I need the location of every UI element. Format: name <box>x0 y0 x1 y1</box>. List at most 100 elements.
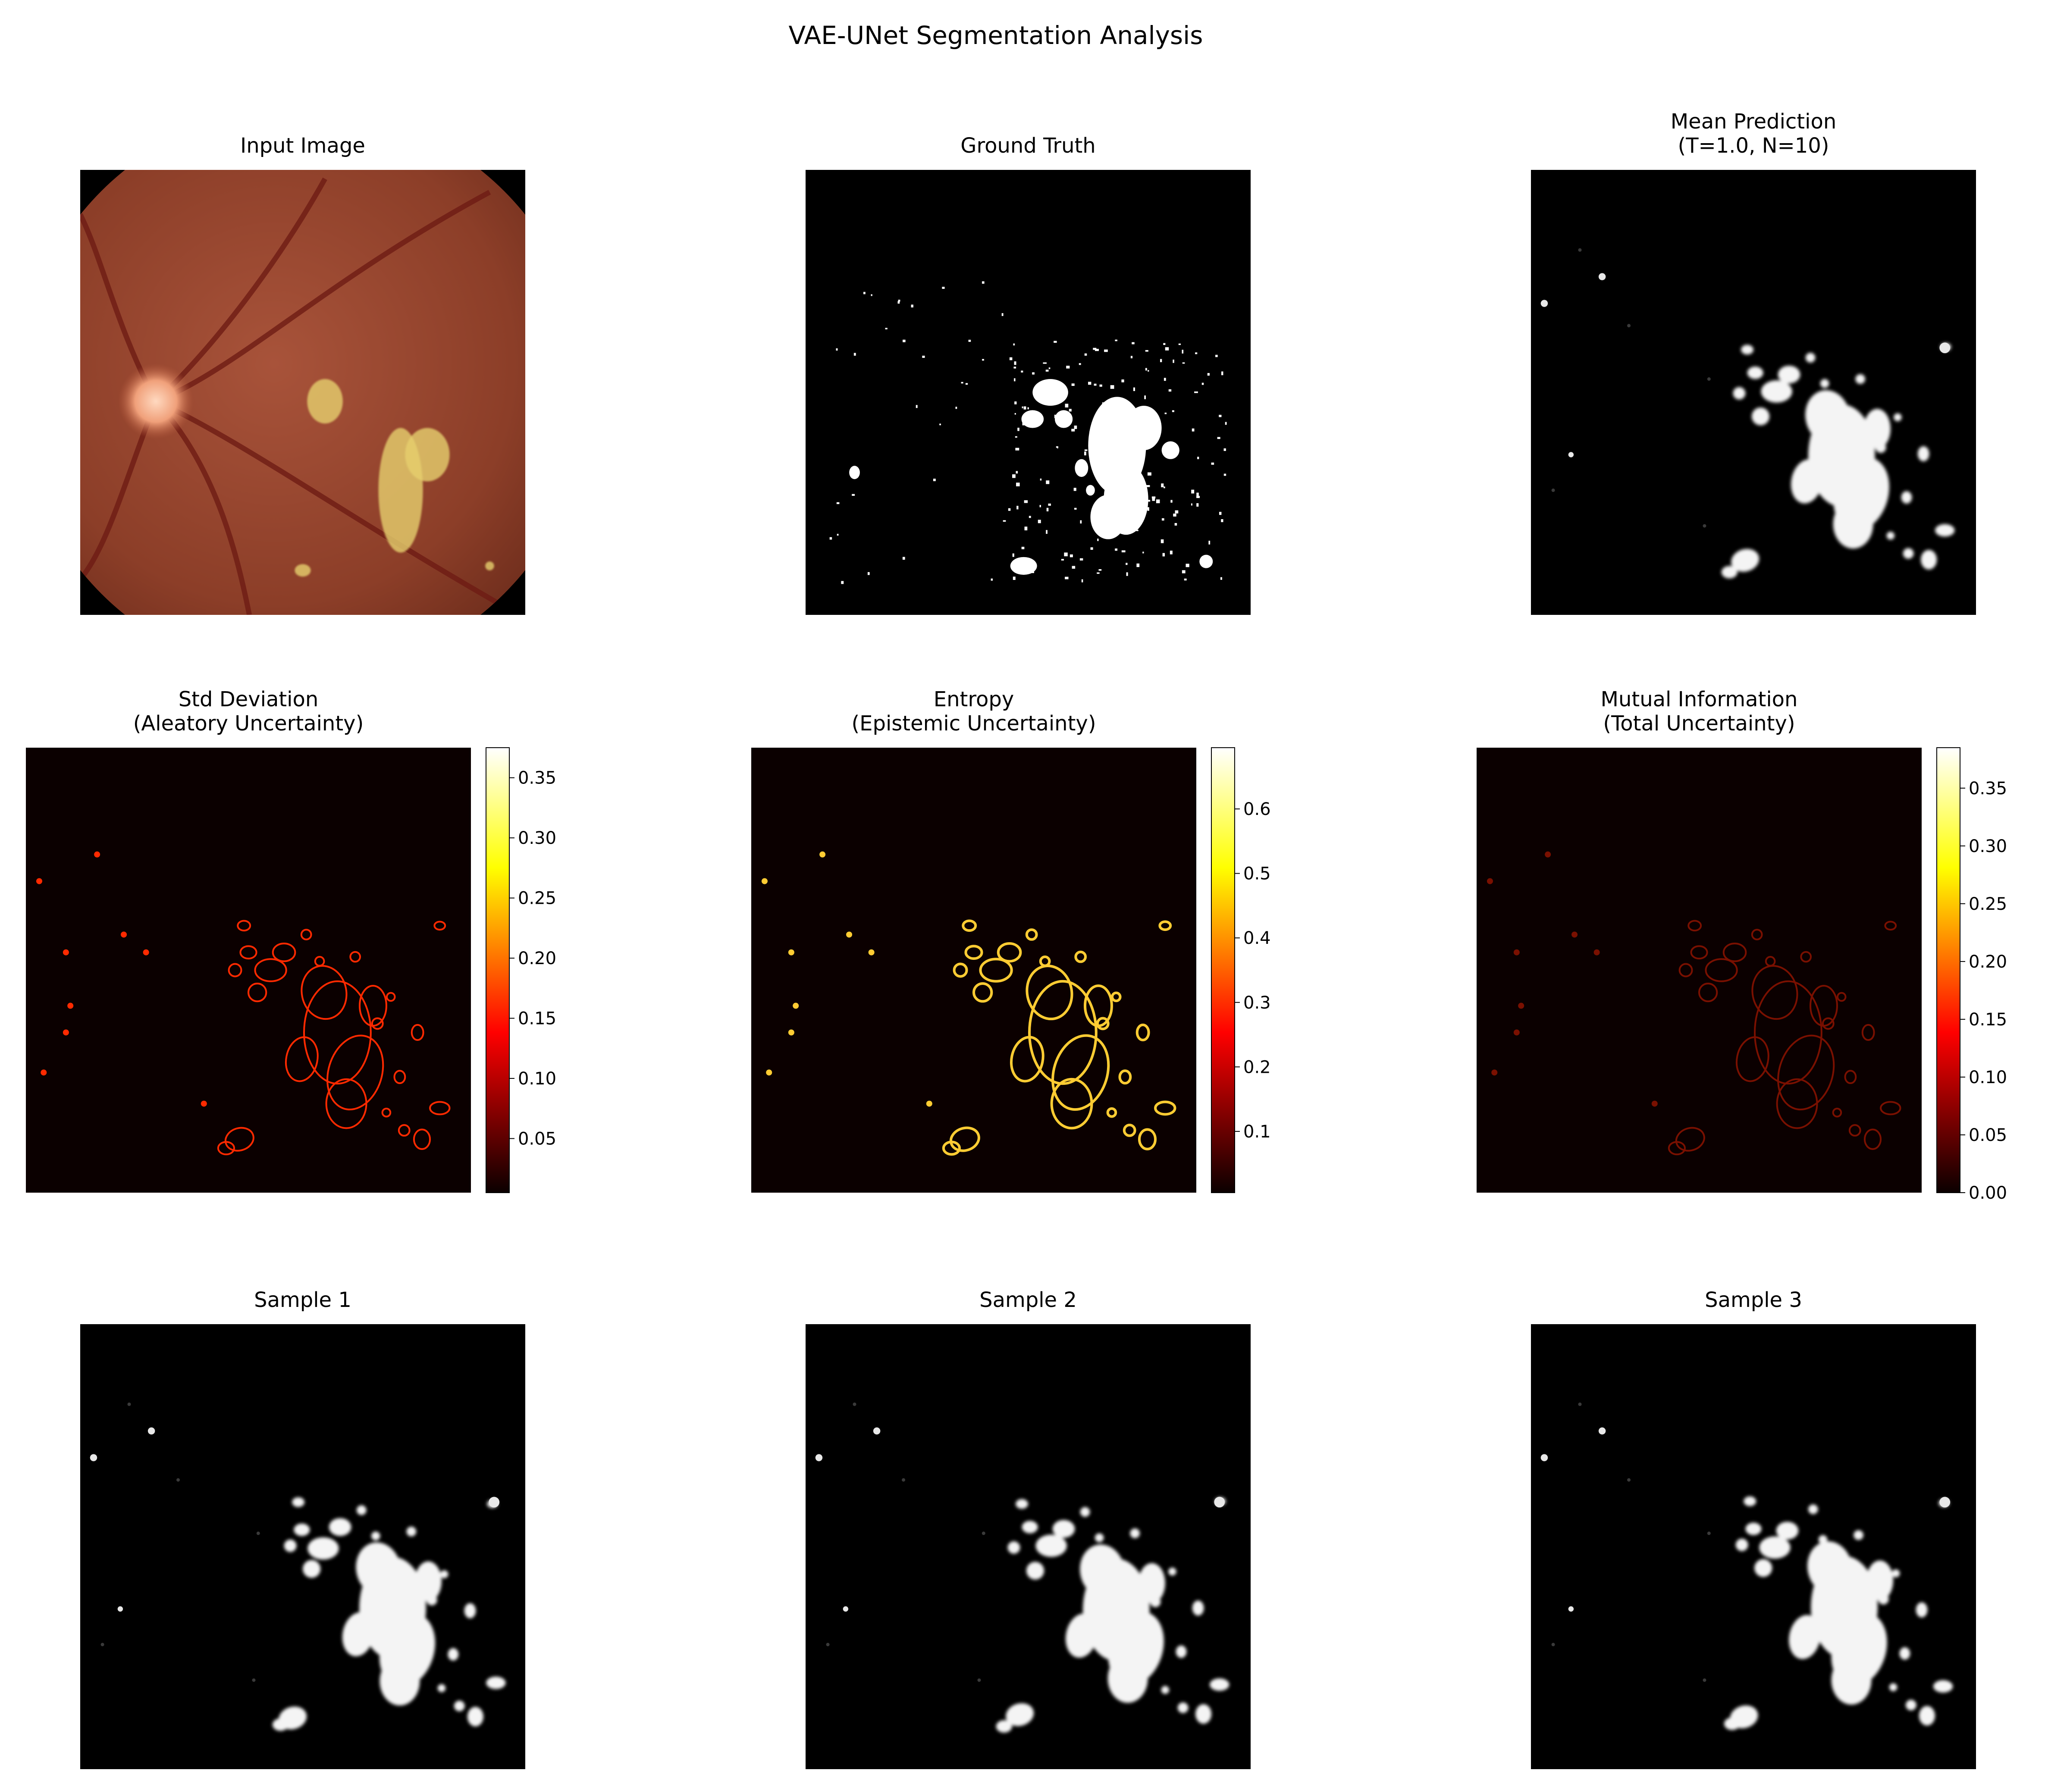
mask-dot <box>1164 412 1167 414</box>
contour <box>1106 1107 1117 1118</box>
contour <box>217 1141 235 1156</box>
speck <box>1939 1497 1951 1508</box>
mask-dot <box>1207 373 1210 376</box>
mask-dot <box>1148 370 1149 372</box>
panel-title: (Total Uncertainty) <box>1603 711 1795 736</box>
speck <box>843 1606 849 1612</box>
hotspot <box>94 851 100 858</box>
lesion-blob <box>1107 1654 1148 1703</box>
speck <box>1939 342 1951 354</box>
lesion-blob <box>1176 1645 1187 1658</box>
mask-dot <box>1094 383 1097 386</box>
mask-dot <box>1066 366 1070 369</box>
mask-dot <box>1065 404 1069 407</box>
mask-dot <box>1168 389 1172 392</box>
mask-dot <box>902 557 905 560</box>
contour <box>349 951 361 963</box>
contour <box>972 982 993 1003</box>
contour <box>1735 1036 1769 1082</box>
contour <box>393 1070 406 1084</box>
mask-dot <box>1122 471 1124 474</box>
colorbar-tick-label: 0.25 <box>518 889 556 909</box>
mask-region <box>1086 485 1095 496</box>
lesion-blob <box>454 1701 465 1711</box>
lesion-blob <box>486 1676 506 1689</box>
speck <box>1598 1427 1606 1435</box>
lesion-blob <box>1761 380 1792 403</box>
mask-dot <box>1074 508 1077 510</box>
mask-dot <box>1194 391 1198 393</box>
lesion-blob <box>1878 1594 1889 1605</box>
faint-speck <box>1578 248 1582 252</box>
panel-title: Entropy <box>934 687 1014 711</box>
colorbar <box>1211 747 1235 1193</box>
mask-dot <box>1024 526 1028 531</box>
mask-region <box>1054 410 1073 428</box>
mask-dot <box>863 291 866 294</box>
contour <box>1765 956 1776 967</box>
contour <box>1050 1078 1093 1130</box>
mask-dot <box>1079 363 1081 365</box>
mask-dot <box>1069 409 1072 412</box>
mask-dot <box>1191 489 1195 494</box>
lesion-blob <box>1791 459 1823 504</box>
mask-dot <box>1160 359 1162 362</box>
mask-dot <box>1211 462 1214 465</box>
colorbar-tick-label: 0.15 <box>1969 1010 2007 1030</box>
mask-dot <box>1125 442 1127 445</box>
mask-dot <box>1123 484 1126 488</box>
contour <box>1039 956 1051 967</box>
mask-dot <box>1046 399 1049 401</box>
mask-dot <box>871 294 872 296</box>
contour <box>1025 928 1038 941</box>
mask-dot <box>1162 553 1165 557</box>
faint-speck <box>1551 489 1555 492</box>
contour <box>248 982 267 1003</box>
faint-speck <box>1578 1402 1582 1406</box>
mask-dot <box>1016 482 1020 486</box>
mask-region <box>1032 379 1068 406</box>
mask-dot <box>1126 563 1128 565</box>
mask-dot <box>955 407 957 409</box>
contour <box>413 1128 431 1150</box>
hotspot <box>63 949 69 956</box>
contour <box>398 1124 411 1137</box>
lesion-blob <box>329 1518 351 1536</box>
lesion-blob <box>356 1542 401 1596</box>
mask-dot <box>1095 434 1097 436</box>
mask-dot <box>1084 449 1088 451</box>
contour <box>285 1036 319 1082</box>
mask-dot <box>1223 473 1226 476</box>
lesion-blob <box>1891 1569 1900 1578</box>
mask-dot <box>1208 541 1211 545</box>
lesion-blob <box>1150 1596 1161 1607</box>
lesion-blob <box>437 1684 446 1692</box>
lesion-blob <box>1935 524 1955 537</box>
mask-dot <box>1196 495 1200 498</box>
mask-dot <box>1084 451 1086 456</box>
lesion-blob <box>1789 1615 1821 1659</box>
lesion-blob <box>1026 1562 1044 1580</box>
lesion-blob <box>1724 1717 1741 1730</box>
contour <box>949 1126 980 1152</box>
mask-dot <box>1105 457 1108 461</box>
speck <box>90 1454 97 1461</box>
colorbar-tick-label: 0.20 <box>518 949 556 968</box>
contour <box>228 963 242 977</box>
contour <box>371 1017 384 1030</box>
mask-dot <box>1054 341 1057 343</box>
lesion-blob <box>380 1656 420 1706</box>
mask-region <box>1090 495 1126 539</box>
mask-dot <box>1046 480 1050 484</box>
contour <box>1123 1124 1136 1137</box>
mask-dot <box>1172 410 1174 412</box>
mask-dot <box>1008 508 1011 511</box>
hotspot <box>143 949 149 956</box>
image-background <box>26 748 471 1193</box>
mask-dot <box>1016 471 1018 474</box>
mask-dot <box>1014 401 1017 404</box>
speck <box>147 1427 155 1435</box>
lesion-blob <box>1933 1680 1953 1693</box>
mask-dot <box>1164 378 1166 381</box>
